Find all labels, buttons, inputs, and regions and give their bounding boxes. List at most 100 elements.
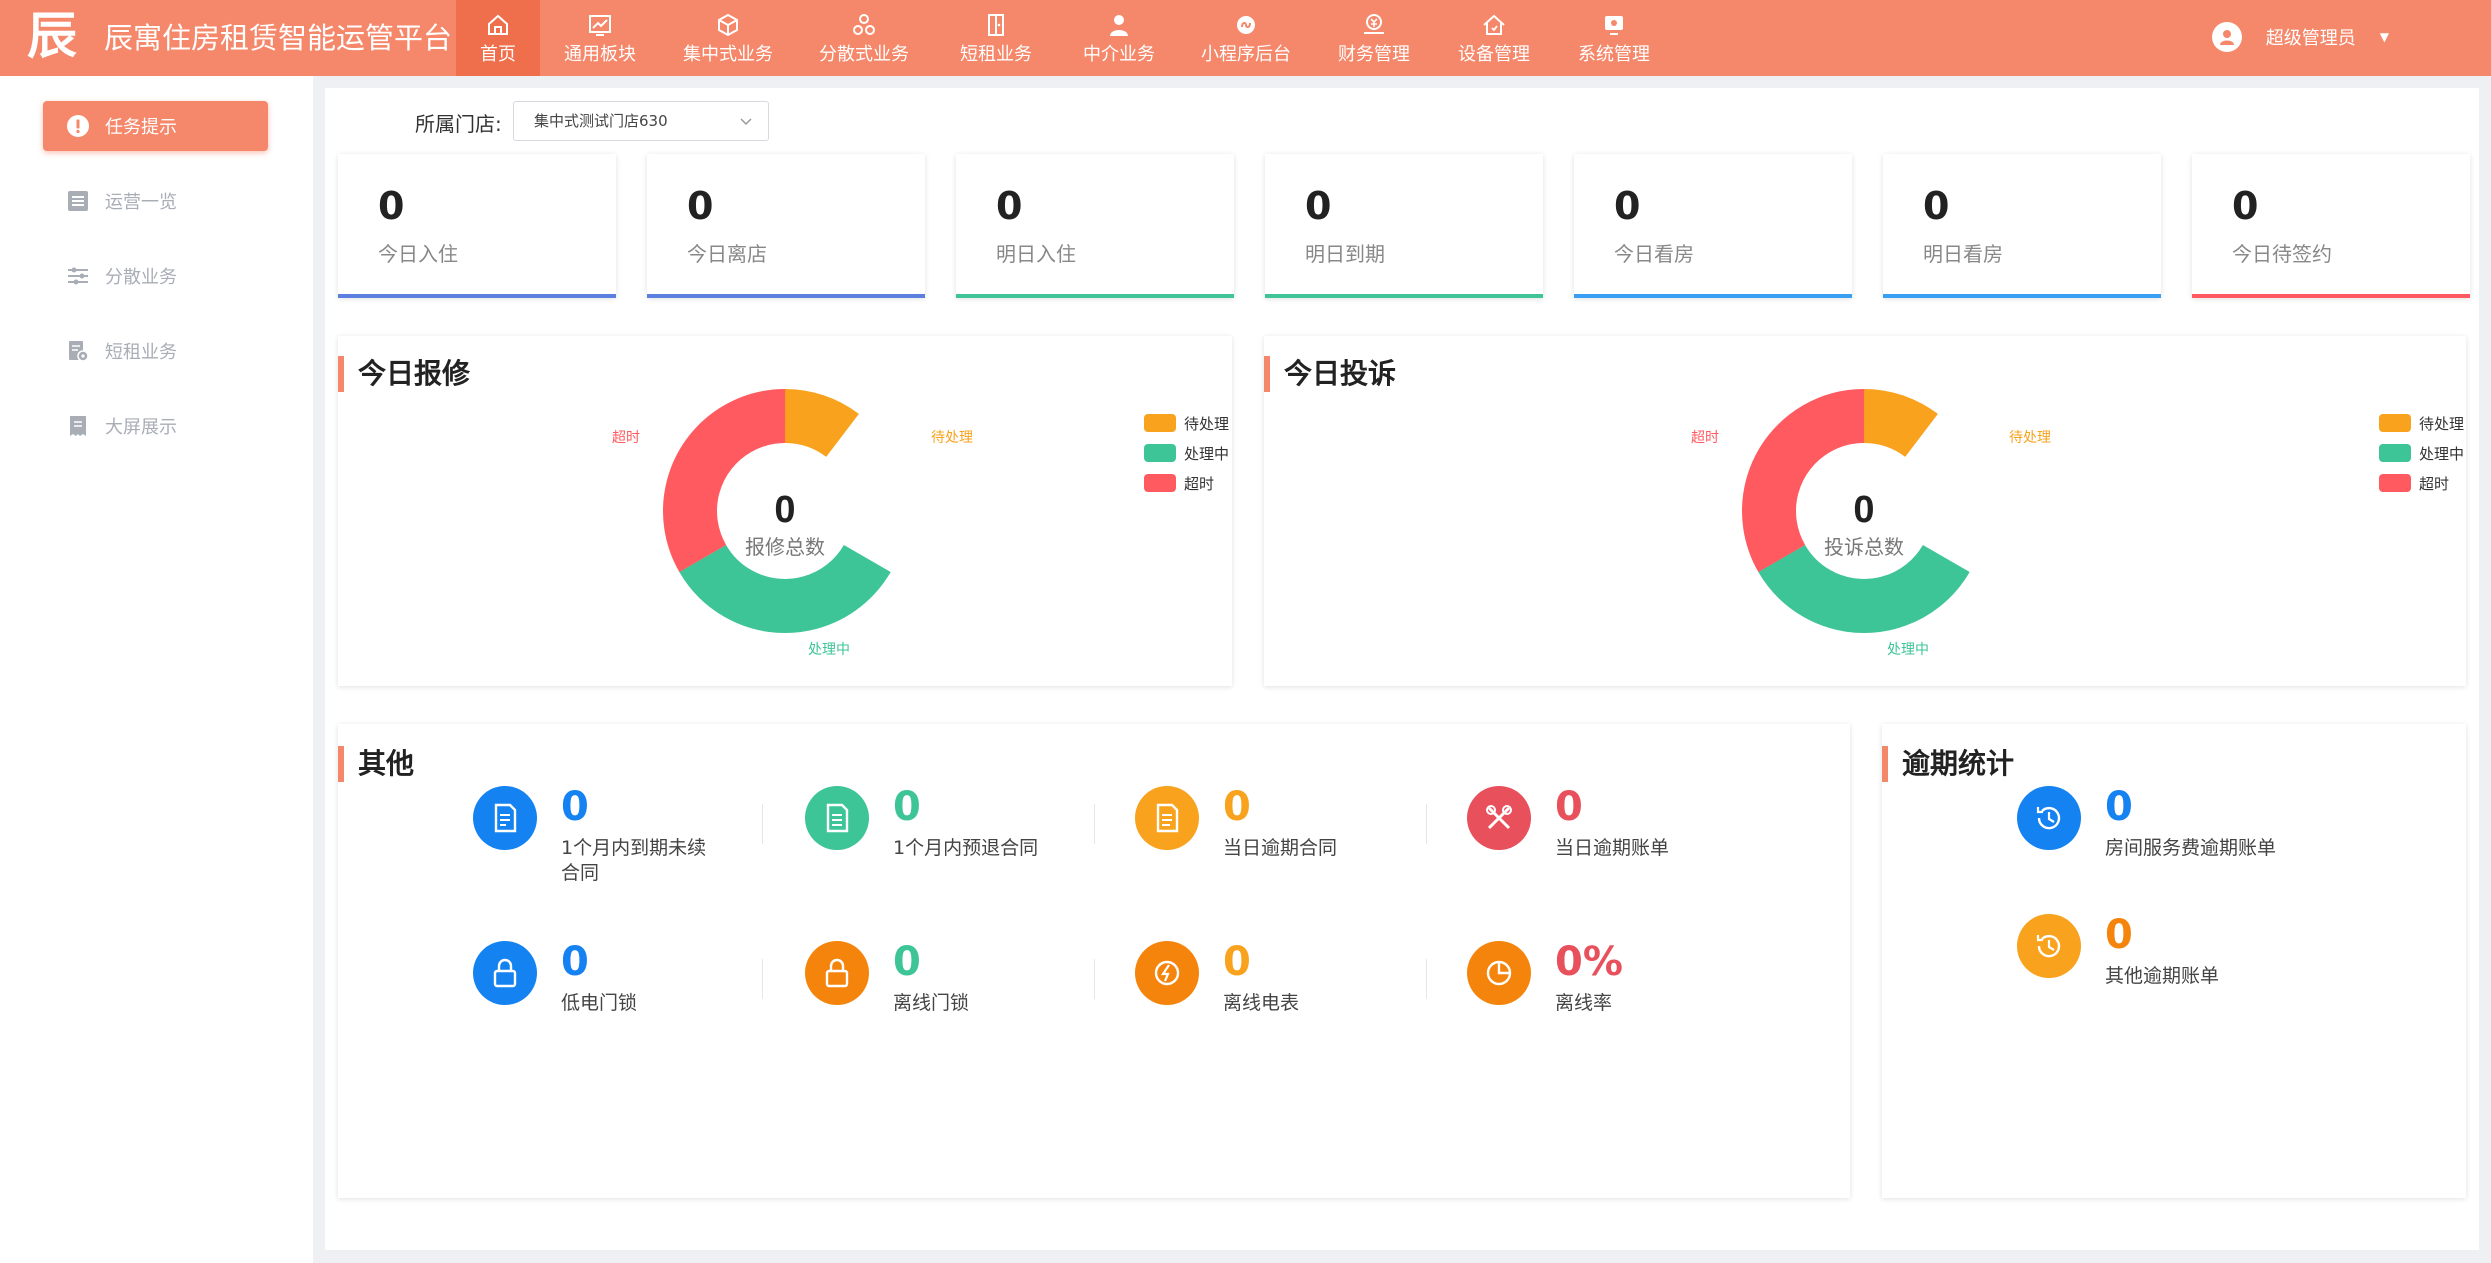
kpi-label: 当日逾期合同	[1223, 837, 1338, 859]
sidebar-item-short-rent[interactable]: 短租业务	[43, 326, 268, 376]
kpi-value: 0	[1223, 784, 1251, 830]
kpi-prerefund-contracts[interactable]: 0 1个月内预退合同	[805, 784, 1105, 896]
legend-swatch	[2379, 444, 2411, 462]
alert-icon	[65, 113, 91, 139]
kpi-label: 离线电表	[1223, 992, 1300, 1014]
store-label: 所属门店:	[415, 112, 502, 136]
repair-donut-chart: 0 报修总数 待处理 处理中 超时	[612, 389, 973, 657]
kpi-overdue-bills[interactable]: 0 当日逾期账单	[1467, 784, 1767, 896]
stat-card-today-checkout: 0 今日离店	[647, 154, 925, 298]
kpi-expiring-contracts[interactable]: 0 1个月内到期未续合同	[473, 784, 773, 896]
screen-icon	[65, 413, 91, 439]
stat-card-tomorrow-viewing: 0 明日看房	[1883, 154, 2161, 298]
kpi-label: 房间服务费逾期账单	[2105, 837, 2277, 859]
device-house-icon	[1483, 14, 1505, 35]
kpi-value: 0	[1555, 784, 1583, 830]
slice-label-timeout: 超时	[612, 429, 640, 445]
legend-item-timeout[interactable]: 超时	[2379, 468, 2464, 498]
slice-label-pending: 待处理	[931, 429, 973, 445]
sidebar: 任务提示 运营一览 分散业务 短租业务 大屏展示	[0, 76, 313, 1263]
complaint-panel: 今日投诉 0 投诉总数 待处理 处理中 超时 待处理 处理中 超时	[1264, 336, 2466, 686]
nav-item-centralized[interactable]: 集中式业务	[660, 0, 796, 76]
sidebar-item-label: 分散业务	[105, 267, 177, 288]
divider	[1426, 804, 1427, 844]
user-name: 超级管理员	[2265, 28, 2356, 49]
kpi-room-service-overdue[interactable]: 0 房间服务费逾期账单	[2017, 784, 2397, 896]
kpi-label: 离线率	[1555, 992, 1613, 1014]
stat-value: 0	[2232, 184, 2259, 228]
store-select[interactable]: 集中式测试门店630	[513, 101, 769, 141]
donut-slice-timeout	[1742, 389, 1986, 633]
legend-item-pending[interactable]: 待处理	[2379, 408, 2464, 438]
panel-title: 今日投诉	[1264, 356, 1396, 392]
nav-item-miniprogram[interactable]: 小程序后台	[1178, 0, 1314, 76]
sidebar-item-operations[interactable]: 运营一览	[43, 176, 268, 226]
sidebar-item-distributed[interactable]: 分散业务	[43, 251, 268, 301]
overdue-contract-icon	[1135, 786, 1199, 850]
legend-item-timeout[interactable]: 超时	[1144, 468, 1229, 498]
stat-card-today-checkin: 0 今日入住	[338, 154, 616, 298]
nav-item-distributed[interactable]: 分散式业务	[796, 0, 932, 76]
nav-item-agent[interactable]: 中介业务	[1060, 0, 1178, 76]
slice-label-processing: 处理中	[1887, 641, 1929, 657]
main-content: 所属门店: 集中式测试门店630 0 今日入住 0 今日离店 0 明日入住 0 …	[325, 88, 2479, 1250]
nav-item-general[interactable]: 通用板块	[540, 0, 660, 76]
stat-value: 0	[687, 184, 714, 228]
kpi-label: 其他逾期账单	[2105, 965, 2220, 987]
nav-label: 财务管理	[1338, 44, 1410, 65]
donut-total: 0	[1853, 489, 1874, 531]
kpi-value: 0	[893, 939, 921, 985]
divider	[762, 804, 763, 844]
chart-board-icon	[589, 15, 611, 36]
divider	[1094, 959, 1095, 999]
stat-card-tomorrow-checkin: 0 明日入住	[956, 154, 1234, 298]
legend-item-pending[interactable]: 待处理	[1144, 408, 1229, 438]
history-icon	[2017, 914, 2081, 978]
nav-label: 小程序后台	[1201, 44, 1291, 65]
slice-label-processing: 处理中	[808, 641, 850, 657]
kpi-offline-meters[interactable]: 0 离线电表	[1135, 939, 1435, 1051]
panel-title: 逾期统计	[1882, 746, 2014, 782]
caret-down-icon: ▼	[2379, 30, 2389, 44]
cluster-icon	[853, 14, 875, 35]
home-icon	[488, 14, 508, 35]
nav-label: 中介业务	[1083, 44, 1155, 65]
kpi-value: 0	[561, 784, 589, 830]
stat-label: 今日入住	[378, 242, 458, 266]
user-menu[interactable]: 超级管理员 ▼	[2211, 22, 2389, 52]
kpi-offline-locks[interactable]: 0 离线门锁	[805, 939, 1105, 1051]
repair-legend: 待处理 处理中 超时	[1144, 408, 1229, 498]
nav-item-device[interactable]: 设备管理	[1434, 0, 1554, 76]
kpi-other-overdue[interactable]: 0 其他逾期账单	[2017, 912, 2397, 1024]
nav-item-system[interactable]: 系统管理	[1554, 0, 1674, 76]
kpi-overdue-contracts[interactable]: 0 当日逾期合同	[1135, 784, 1435, 896]
nav-item-finance[interactable]: 财务管理	[1314, 0, 1434, 76]
nav-label: 短租业务	[960, 44, 1032, 65]
sidebar-item-big-screen[interactable]: 大屏展示	[43, 401, 268, 451]
kpi-low-battery-locks[interactable]: 0 低电门锁	[473, 939, 773, 1051]
stat-underline	[338, 294, 616, 298]
nav-item-home[interactable]: 首页	[456, 0, 540, 76]
legend-label: 超时	[2419, 474, 2450, 493]
legend-item-processing[interactable]: 处理中	[1144, 438, 1229, 468]
nav-label: 设备管理	[1458, 44, 1530, 65]
kpi-value: 0	[561, 939, 589, 985]
legend-item-processing[interactable]: 处理中	[2379, 438, 2464, 468]
stat-card-today-pending-sign: 0 今日待签约	[2192, 154, 2470, 298]
kpi-value: 0	[893, 784, 921, 830]
kpi-offline-rate[interactable]: 0% 离线率	[1467, 939, 1767, 1051]
stat-label: 明日到期	[1305, 242, 1385, 266]
sidebar-item-task-tips[interactable]: 任务提示	[43, 101, 268, 151]
slice-label-timeout: 超时	[1691, 429, 1719, 445]
stat-value: 0	[1305, 184, 1332, 228]
top-bar: 辰 辰寓住房租赁智能运管平台 首页 通用板块 集中式业务 分散式业务 短租业务 …	[0, 0, 2491, 76]
stat-label: 今日离店	[687, 242, 767, 266]
stat-value: 0	[1923, 184, 1950, 228]
stat-underline	[2192, 294, 2470, 298]
nav-item-short-rent[interactable]: 短租业务	[932, 0, 1060, 76]
kpi-label: 低电门锁	[561, 992, 638, 1014]
legend-label: 处理中	[2419, 444, 2465, 463]
panel-title: 其他	[338, 746, 414, 782]
kpi-label: 当日逾期账单	[1555, 837, 1670, 859]
slice-label-pending: 待处理	[2009, 429, 2051, 445]
